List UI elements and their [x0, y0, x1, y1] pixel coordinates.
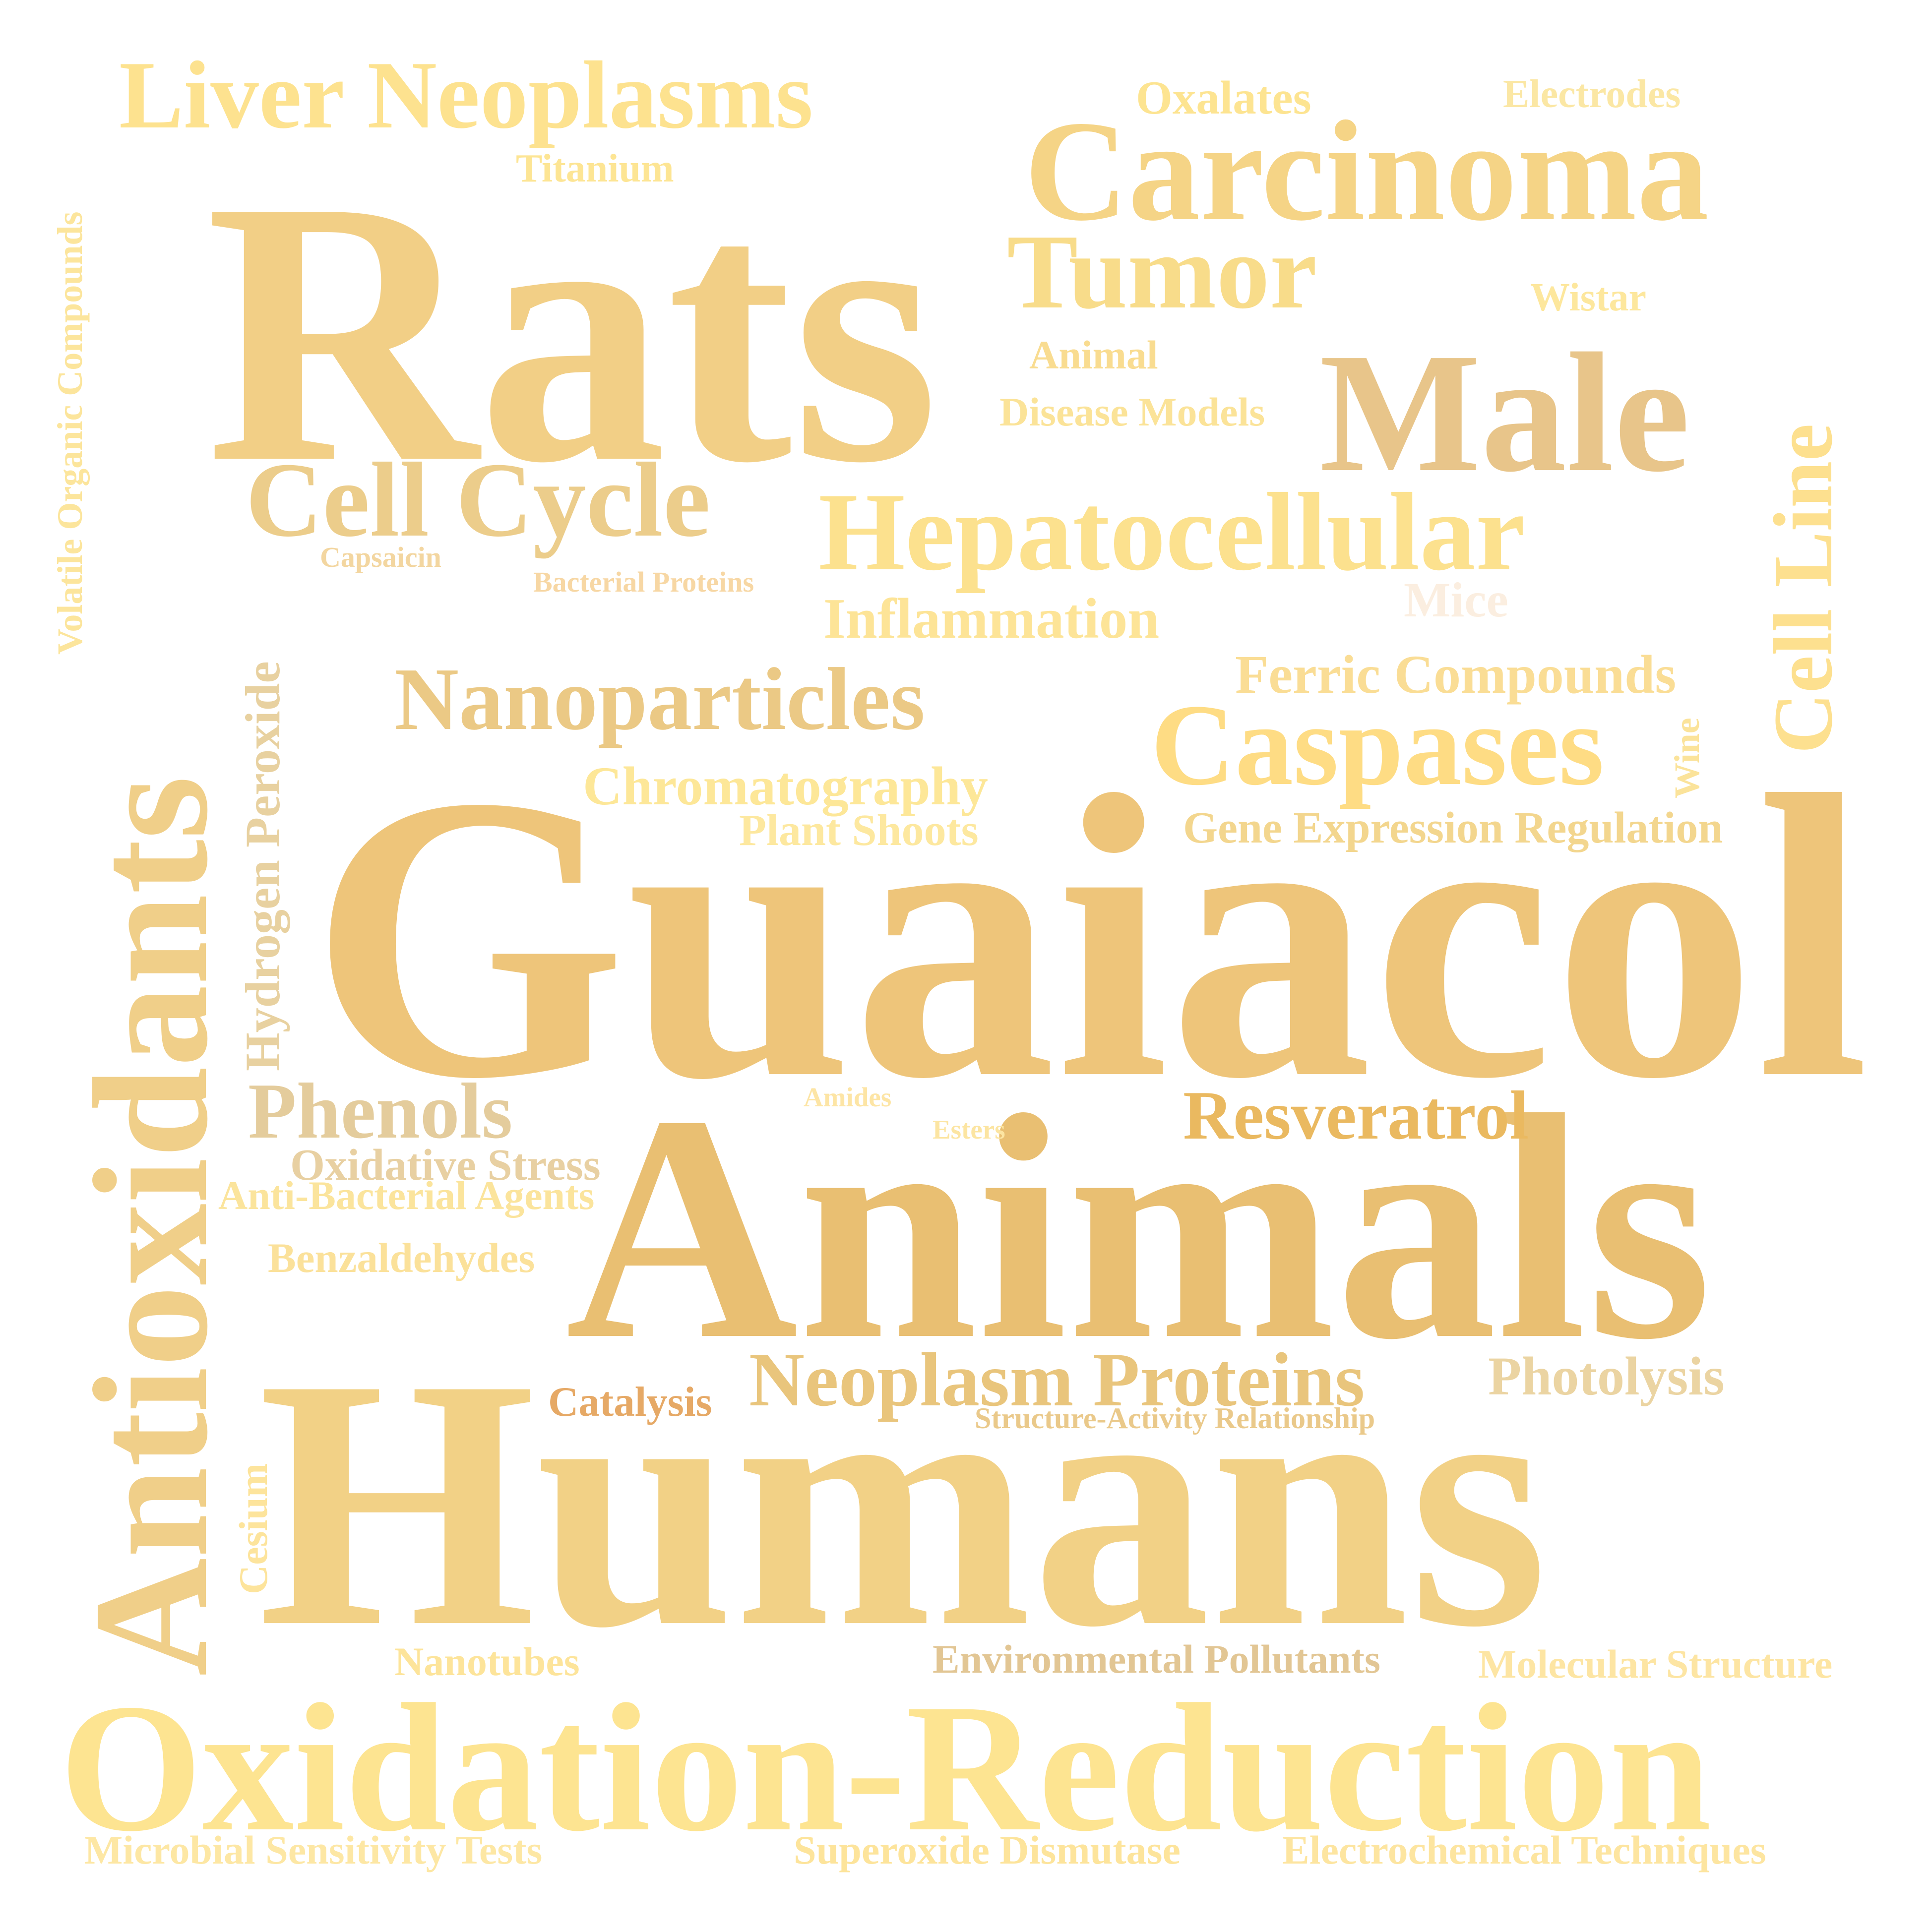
word-cesium: Cesium — [231, 1463, 276, 1594]
word-volatile-organic-compounds: Volatile Organic Compounds — [50, 211, 90, 655]
word-oxidative-stress: Oxidative Stress — [290, 1141, 601, 1190]
word-tumor: Tumor — [1007, 212, 1317, 331]
word-photolysis: Photolysis — [1488, 1346, 1725, 1406]
word-mice: Mice — [1404, 572, 1508, 627]
word-bacterial-proteins: Bacterial Proteins — [533, 566, 754, 598]
word-inflammation: Inflammation — [823, 587, 1160, 650]
word-ferric-compounds: Ferric Compounds — [1235, 644, 1677, 705]
word-benzaldehydes: Benzaldehydes — [268, 1235, 535, 1281]
word-esters: Esters — [933, 1114, 1005, 1145]
word-electrochemical-techniques: Electrochemical Techniques — [1282, 1827, 1766, 1872]
word-anti-bacterial-agents: Anti-Bacterial Agents — [218, 1173, 595, 1218]
word-hydrogen-peroxide: Hydrogen Peroxide — [235, 661, 290, 1071]
word-cell-line: Cell Line — [1756, 423, 1850, 754]
word-antioxidants: Antioxidants — [61, 776, 242, 1676]
word-liver-neoplasms: Liver Neoplasms — [119, 42, 813, 149]
word-oxidation-reduction: Oxidation-Reduction — [60, 1666, 1712, 1870]
word-plant-shoots: Plant Shoots — [739, 806, 979, 855]
word-humans: Humans — [258, 1305, 1548, 1700]
word-rats: Rats — [206, 123, 939, 541]
word-neoplasm-proteins: Neoplasm Proteins — [749, 1337, 1365, 1422]
word-gene-expression-regulation: Gene Expression Regulation — [1183, 803, 1723, 852]
word-titanium: Titanium — [516, 147, 674, 190]
word-wine: Wine — [1667, 718, 1707, 798]
word-carcinoma: Carcinoma — [1024, 91, 1709, 250]
word-hepatocellular: Hepatocellular — [818, 470, 1525, 594]
word-environmental-pollutants: Environmental Pollutants — [933, 1636, 1380, 1682]
word-chromatography: Chromatography — [583, 756, 988, 816]
word-caspases: Caspases — [1151, 680, 1605, 809]
word-nanoparticles: Nanoparticles — [394, 650, 925, 748]
word-disease-models: Disease Models — [999, 389, 1265, 434]
word-nanotubes: Nanotubes — [394, 1639, 580, 1684]
word-amides: Amides — [804, 1082, 892, 1112]
word-catalysis: Catalysis — [548, 1379, 712, 1425]
word-male: Male — [1319, 318, 1690, 507]
word-phenols: Phenols — [248, 1067, 513, 1155]
word-animal: Animal — [1029, 332, 1158, 377]
word-electrodes: Electrodes — [1503, 72, 1681, 116]
word-resveratrol: Resveratrol — [1183, 1077, 1529, 1154]
word-microbial-sensitivity-tests: Microbial Sensitivity Tests — [84, 1827, 543, 1872]
word-wistar: Wistar — [1530, 276, 1647, 319]
word-capsaicin: Capsaicin — [320, 541, 441, 573]
word-oxalates: Oxalates — [1136, 71, 1311, 124]
word-animals: Animals — [565, 1049, 1712, 1406]
word-structure-activity-relationship: Structure-Activity Relationship — [975, 1402, 1375, 1435]
word-molecular-structure: Molecular Structure — [1478, 1641, 1833, 1687]
word-guaiacol: Guaiacol — [310, 712, 1870, 1162]
word-superoxide-dismutase: Superoxide Dismutase — [794, 1827, 1181, 1872]
word-cell-cycle: Cell Cycle — [246, 440, 711, 559]
